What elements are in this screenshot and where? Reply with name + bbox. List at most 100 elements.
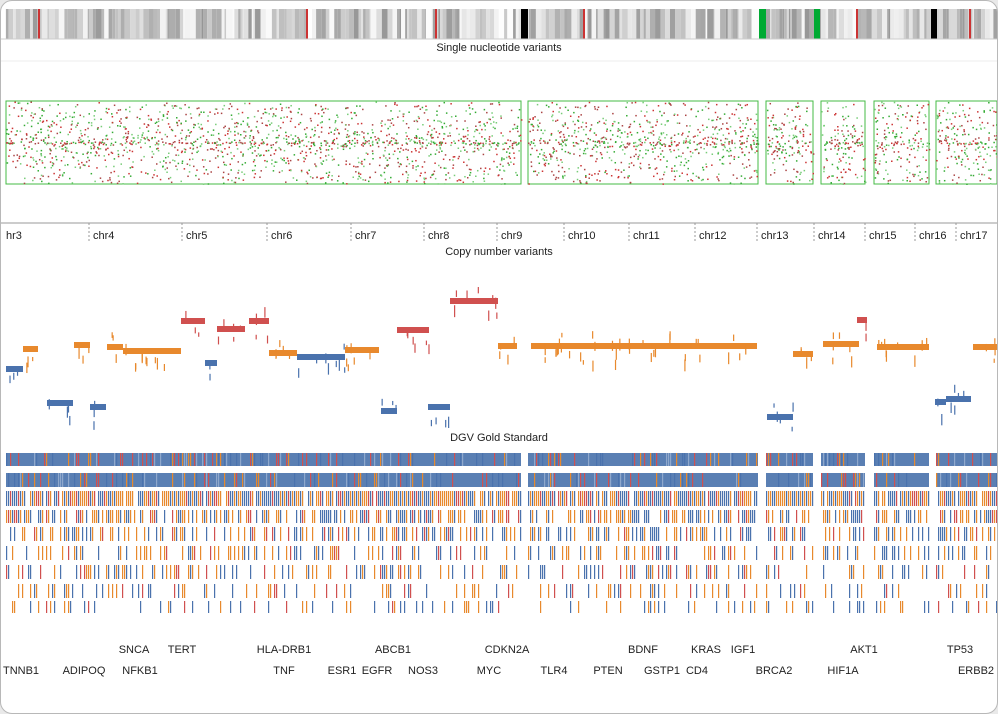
snv-dot — [200, 111, 202, 113]
cnv-point — [580, 352, 582, 362]
dgv-variant — [548, 527, 550, 541]
snv-dot — [810, 152, 812, 154]
snv-dot — [913, 147, 915, 150]
snv-dot — [436, 114, 438, 116]
dgv-variant — [76, 546, 78, 560]
snv-dot — [605, 170, 607, 172]
snv-dot — [897, 118, 900, 121]
snv-dot — [325, 149, 328, 151]
dgv-variant — [878, 491, 880, 506]
dgv-variant — [296, 546, 298, 560]
snv-dot — [700, 146, 702, 149]
snv-dot — [646, 111, 648, 113]
snv-dot — [624, 147, 627, 149]
snv-dot — [834, 145, 836, 148]
snv-dot — [766, 109, 769, 112]
snv-dot — [316, 176, 318, 178]
snv-dot — [159, 131, 161, 134]
dgv-row — [766, 473, 813, 487]
dgv-variant — [898, 546, 900, 560]
dgv-variant — [250, 527, 252, 541]
snv-dot — [120, 118, 122, 120]
snv-dot — [505, 151, 508, 153]
cnv-point — [266, 335, 269, 344]
snv-dot — [461, 142, 464, 144]
dgv-variant — [192, 510, 194, 523]
snv-dot — [46, 142, 49, 144]
snv-dot — [605, 119, 607, 122]
snv-dot — [439, 120, 441, 122]
snv-dot — [230, 169, 232, 171]
cnv-point — [78, 347, 80, 359]
dgv-variant — [966, 510, 968, 523]
dgv-variant — [920, 491, 922, 506]
dgv-variant — [978, 473, 980, 487]
band — [549, 9, 555, 39]
snv-dot — [296, 142, 299, 145]
snv-dot — [468, 104, 470, 107]
snv-dot — [437, 183, 440, 185]
snv-dot — [947, 149, 950, 151]
snv-dot — [623, 169, 625, 171]
dgv-variant — [410, 510, 412, 523]
snv-dot — [375, 139, 377, 141]
dgv-variant — [730, 546, 732, 560]
dgv-variant — [994, 491, 996, 506]
snv-dot — [517, 143, 520, 145]
cnv-point — [560, 344, 562, 353]
snv-dot — [661, 178, 664, 180]
dgv-variant — [666, 491, 668, 506]
snv-dot — [407, 174, 410, 176]
dgv-variant — [588, 491, 590, 506]
snv-dot — [720, 127, 723, 130]
snv-dot — [88, 165, 90, 168]
snv-dot — [175, 117, 178, 119]
snv-dot — [60, 142, 62, 144]
dgv-variant — [560, 527, 562, 541]
dgv-variant — [238, 510, 240, 523]
snv-dot — [900, 157, 902, 160]
snv-dot — [757, 143, 760, 145]
snv-dot — [443, 167, 446, 169]
snv-dot — [382, 141, 384, 144]
snv-dot — [230, 151, 232, 154]
dgv-variant — [750, 491, 752, 506]
snv-dot — [72, 141, 75, 144]
snv-dot — [781, 151, 783, 153]
dgv-variant — [40, 473, 42, 487]
snv-dot — [434, 177, 437, 180]
snv-dot — [802, 133, 805, 136]
snv-dot — [355, 171, 357, 173]
band — [622, 9, 628, 39]
snv-dot — [267, 149, 270, 152]
snv-dot — [90, 122, 93, 124]
snv-dot — [726, 138, 729, 140]
dgv-variant — [438, 491, 440, 506]
snv-dot — [44, 142, 46, 144]
snv-dot — [214, 142, 216, 145]
dgv-variant — [650, 527, 652, 541]
snv-dot — [577, 120, 580, 122]
dgv-variant — [837, 453, 839, 466]
snv-dot — [536, 124, 539, 126]
snv-dot — [358, 134, 361, 136]
snv-dot — [538, 162, 541, 165]
snv-dot — [678, 175, 681, 177]
snv-dot — [314, 112, 316, 115]
dgv-variant — [976, 510, 978, 523]
snv-dot — [734, 146, 737, 149]
snv-dot — [937, 116, 939, 118]
snv-dot — [907, 105, 910, 107]
snv-dot — [893, 151, 896, 153]
snv-dot — [253, 169, 256, 172]
cnv-point — [849, 346, 851, 353]
band — [595, 9, 598, 39]
cnv-point — [851, 356, 853, 368]
dgv-variant — [428, 527, 430, 541]
snv-dot — [98, 102, 100, 104]
dgv-variant — [258, 491, 260, 506]
snv-dot — [743, 154, 746, 156]
snv-dot — [348, 141, 351, 144]
dgv-variant — [835, 510, 837, 523]
snv-dot — [723, 145, 726, 147]
